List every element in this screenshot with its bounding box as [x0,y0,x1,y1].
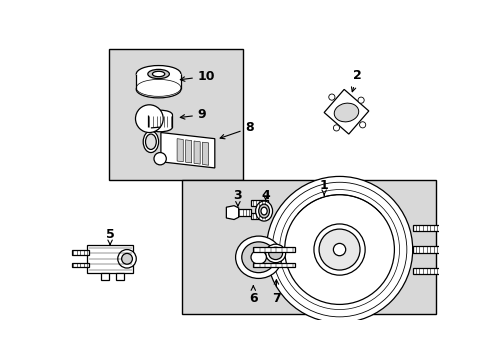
Ellipse shape [250,250,266,264]
Polygon shape [185,140,191,163]
Bar [412,225,439,231]
Ellipse shape [147,69,169,78]
Circle shape [333,243,345,256]
Circle shape [154,153,166,165]
Polygon shape [202,142,208,165]
Polygon shape [324,89,368,134]
Text: 1: 1 [319,179,328,195]
Ellipse shape [258,204,269,218]
Bar [250,213,267,219]
Polygon shape [161,132,214,168]
Bar [136,74,181,89]
Ellipse shape [152,71,164,77]
Circle shape [266,176,412,323]
Text: 5: 5 [105,228,114,244]
Bar [412,247,439,253]
Text: 6: 6 [248,286,257,305]
Bar [108,49,243,180]
Text: 8: 8 [220,121,254,139]
Text: 10: 10 [180,70,215,83]
Bar [147,115,172,127]
Ellipse shape [147,122,172,132]
Bar [71,263,88,267]
Bar [101,273,108,280]
Polygon shape [226,206,238,220]
Circle shape [118,249,136,268]
Circle shape [328,94,334,100]
Ellipse shape [136,66,181,82]
Text: 4: 4 [261,189,269,202]
Circle shape [333,125,339,131]
Ellipse shape [268,247,282,260]
Text: 3: 3 [233,189,242,206]
Ellipse shape [241,242,275,273]
Text: 9: 9 [180,108,206,121]
Ellipse shape [255,201,272,221]
Polygon shape [177,139,183,162]
Circle shape [284,195,394,305]
Circle shape [122,253,132,264]
Bar [116,273,123,280]
Bar [71,250,88,255]
Text: 7: 7 [271,280,280,305]
Circle shape [359,122,365,128]
Ellipse shape [265,244,285,263]
Bar [252,247,294,252]
Bar [182,180,435,314]
Ellipse shape [145,134,156,149]
Ellipse shape [143,131,158,153]
Text: 2: 2 [351,69,361,92]
Ellipse shape [136,81,181,98]
Circle shape [318,229,359,270]
Circle shape [357,97,364,103]
Ellipse shape [261,207,266,215]
Circle shape [135,105,163,132]
Polygon shape [87,245,133,273]
Bar [250,200,267,206]
Ellipse shape [235,236,281,278]
Bar [412,268,439,274]
Ellipse shape [334,103,358,122]
Bar [227,209,250,216]
Bar [252,263,294,267]
Ellipse shape [147,110,172,120]
Circle shape [313,224,365,275]
Polygon shape [194,141,200,164]
